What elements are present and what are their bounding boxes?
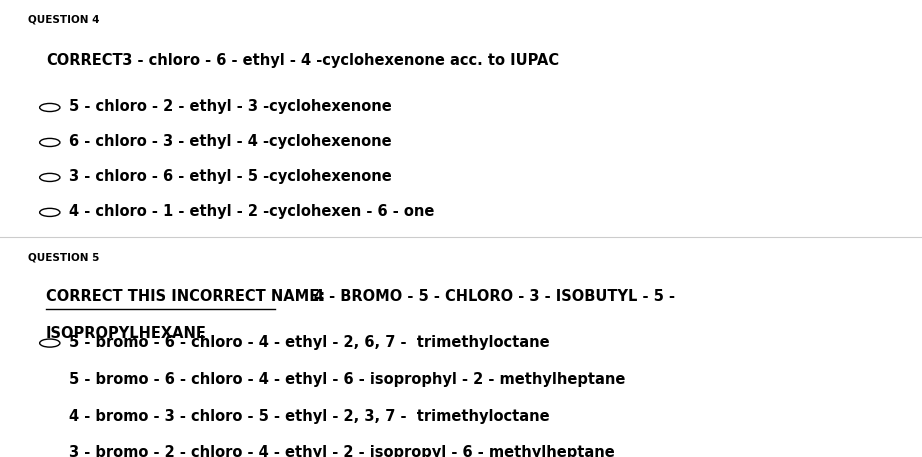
Text: CORRECT THIS INCORRECT NAME:: CORRECT THIS INCORRECT NAME: (46, 289, 325, 304)
Text: CORRECT: CORRECT (46, 53, 123, 69)
Text: 4 - bromo - 3 - chloro - 5 - ethyl - 2, 3, 7 -  trimethyloctane: 4 - bromo - 3 - chloro - 5 - ethyl - 2, … (69, 409, 550, 424)
Text: 6 - chloro - 3 - ethyl - 4 -cyclohexenone: 6 - chloro - 3 - ethyl - 4 -cyclohexenon… (69, 134, 392, 149)
Text: 5 - bromo - 6 - chloro - 4 - ethyl - 2, 6, 7 -  trimethyloctane: 5 - bromo - 6 - chloro - 4 - ethyl - 2, … (69, 335, 550, 350)
Text: 3 - chloro - 6 - ethyl - 5 -cyclohexenone: 3 - chloro - 6 - ethyl - 5 -cyclohexenon… (69, 170, 392, 184)
Text: ISOPROPYLHEXANE: ISOPROPYLHEXANE (46, 326, 207, 341)
Text: 3 - chloro - 6 - ethyl - 4 -cyclohexenone acc. to IUPAC: 3 - chloro - 6 - ethyl - 4 -cyclohexenon… (112, 53, 560, 69)
Text: 3 - bromo - 2 - chloro - 4 - ethyl - 2 - isopropyl - 6 - methylheptane: 3 - bromo - 2 - chloro - 4 - ethyl - 2 -… (69, 446, 615, 457)
Text: 4 - chloro - 1 - ethyl - 2 -cyclohexen - 6 - one: 4 - chloro - 1 - ethyl - 2 -cyclohexen -… (69, 204, 434, 219)
Text: QUESTION 5: QUESTION 5 (28, 252, 99, 262)
Text: 4 - BROMO - 5 - CHLORO - 3 - ISOBUTYL - 5 -: 4 - BROMO - 5 - CHLORO - 3 - ISOBUTYL - … (278, 289, 675, 304)
Text: 5 - chloro - 2 - ethyl - 3 -cyclohexenone: 5 - chloro - 2 - ethyl - 3 -cyclohexenon… (69, 99, 392, 114)
Text: QUESTION 4: QUESTION 4 (28, 15, 100, 25)
Text: 5 - bromo - 6 - chloro - 4 - ethyl - 6 - isoprophyl - 2 - methylheptane: 5 - bromo - 6 - chloro - 4 - ethyl - 6 -… (69, 372, 625, 387)
